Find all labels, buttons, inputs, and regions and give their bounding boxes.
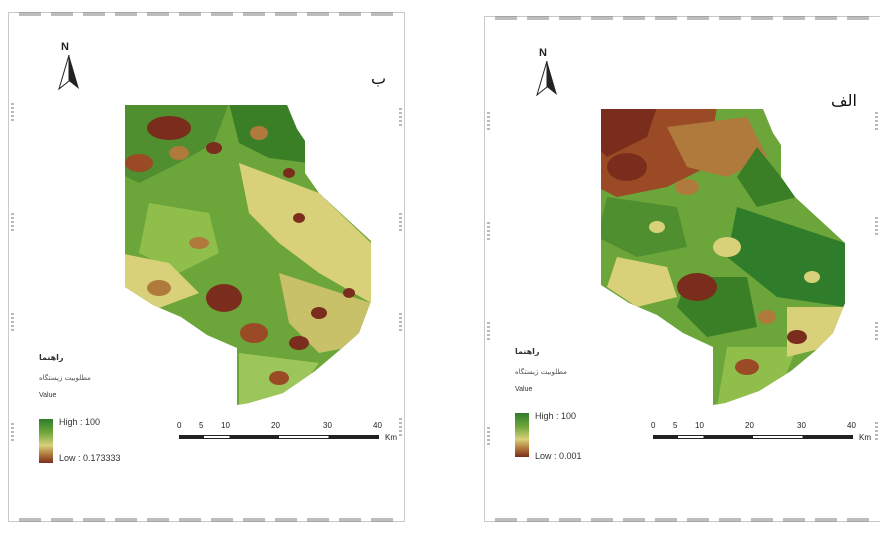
- scale-tick-label: 20: [271, 421, 280, 430]
- north-arrow: N: [533, 47, 563, 107]
- grid-tick: [875, 112, 878, 132]
- legend-high: High : 100: [535, 411, 577, 421]
- map-legend: راهنما مطلوبیت زیستگاه Value High : 100 …: [39, 353, 179, 473]
- scale-bar: 0 5 10 20 30 40 Km: [177, 421, 397, 451]
- legend-value-label: Value: [39, 392, 57, 399]
- legend-title: راهنما: [39, 353, 64, 362]
- grid-tick: [399, 108, 402, 128]
- legend-subtitle: مطلوبیت زیستگاه: [515, 368, 567, 376]
- grid-ticks-top: [495, 16, 870, 20]
- legend-value-label: Value: [515, 386, 533, 393]
- panel-label: الف: [831, 91, 857, 110]
- grid-ticks-bottom: [495, 518, 870, 522]
- grid-tick: [11, 313, 14, 333]
- scale-bar: 0 5 10 20 30 40 Km: [651, 421, 873, 451]
- grid-tick: [487, 322, 490, 342]
- scale-tick-label: 40: [847, 421, 856, 430]
- north-label: N: [61, 41, 69, 53]
- grid-tick: [487, 222, 490, 242]
- legend-low: Low : 0.173333: [59, 453, 121, 463]
- habitat-suitability-map: [125, 105, 371, 405]
- north-label: N: [539, 47, 547, 59]
- grid-tick: [399, 418, 402, 438]
- legend-title: راهنما: [515, 347, 540, 356]
- grid-tick: [11, 103, 14, 123]
- map-legend: راهنما مطلوبیت زیستگاه Value High : 100 …: [515, 347, 655, 477]
- scale-unit: Km: [385, 433, 397, 442]
- habitat-suitability-map: [601, 109, 845, 405]
- scale-tick-label: 10: [221, 421, 230, 430]
- scale-tick-label: 40: [373, 421, 382, 430]
- north-arrow: N: [55, 41, 85, 101]
- grid-ticks-bottom: [19, 518, 394, 522]
- scale-tick-label: 20: [745, 421, 754, 430]
- legend-color-ramp: [515, 413, 529, 457]
- map-panel-b: N ب: [8, 12, 405, 522]
- scale-tick-label: 30: [323, 421, 332, 430]
- scale-tick-label: 0: [651, 421, 656, 430]
- scale-bar-graphic: [653, 435, 853, 439]
- north-arrow-icon: [58, 55, 79, 91]
- panel-label: ب: [371, 69, 387, 88]
- grid-ticks-top: [19, 12, 394, 16]
- scale-unit: Km: [859, 433, 871, 442]
- scale-tick-label: 10: [695, 421, 704, 430]
- grid-tick: [875, 217, 878, 237]
- grid-tick: [399, 313, 402, 333]
- legend-color-ramp: [39, 419, 53, 463]
- legend-subtitle: مطلوبیت زیستگاه: [39, 374, 91, 382]
- legend-high: High : 100: [59, 417, 101, 427]
- grid-tick: [487, 112, 490, 132]
- north-arrow-icon: [536, 61, 557, 97]
- map-panel-alef: N الف: [484, 16, 880, 522]
- scale-tick-label: 0: [177, 421, 182, 430]
- grid-tick: [487, 427, 490, 447]
- legend-low: Low : 0.001: [535, 451, 582, 461]
- grid-tick: [11, 213, 14, 233]
- grid-tick: [875, 322, 878, 342]
- grid-tick: [11, 423, 14, 443]
- grid-tick: [875, 422, 878, 442]
- scale-tick-label: 5: [673, 421, 678, 430]
- scale-tick-label: 5: [199, 421, 204, 430]
- scale-bar-graphic: [179, 435, 379, 439]
- scale-tick-label: 30: [797, 421, 806, 430]
- grid-tick: [399, 213, 402, 233]
